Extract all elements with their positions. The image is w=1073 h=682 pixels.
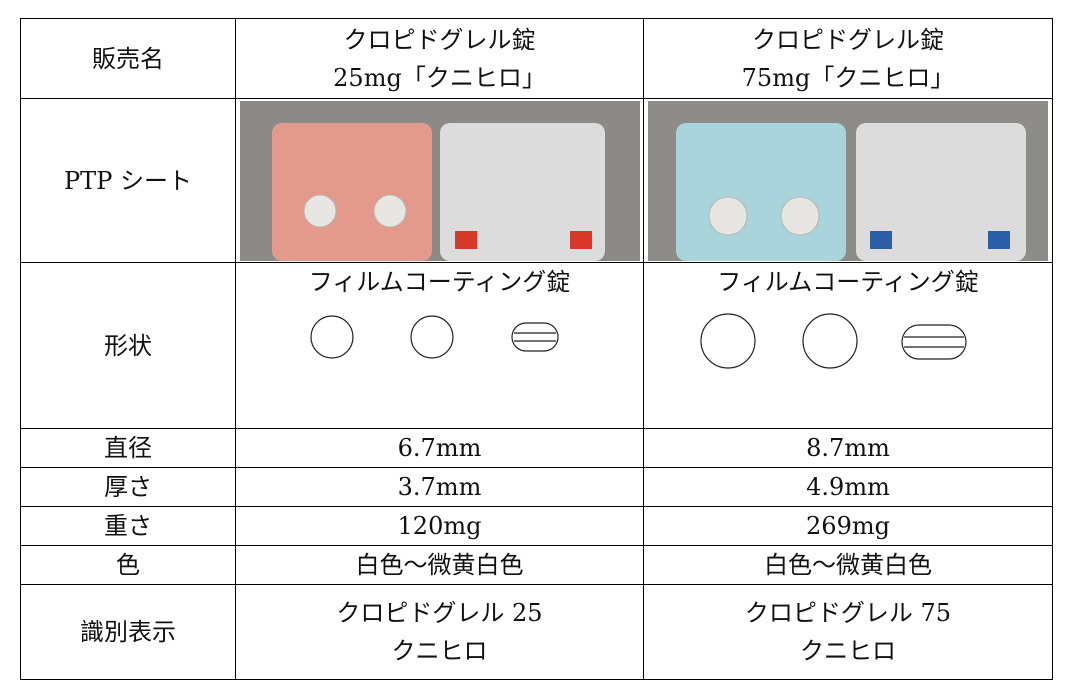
tablet-drawing bbox=[700, 313, 967, 369]
tablet-drawing bbox=[309, 315, 559, 359]
row: 形状 フィルムコーティング錠 フィルムコーティング錠 bbox=[20, 262, 1053, 429]
cell-line: フィルムコーティング錠 bbox=[308, 268, 571, 296]
row-label: 販売名 bbox=[20, 18, 236, 99]
cell-line: クロピドグレル錠 bbox=[343, 25, 536, 54]
row-label: 色 bbox=[20, 545, 236, 585]
ptp-photo bbox=[648, 100, 1048, 261]
cell-line: 75mg「クニヒロ」 bbox=[741, 63, 955, 92]
cell: クロピドグレル錠 75mg「クニヒロ」 bbox=[643, 18, 1053, 99]
cell-line: クニヒロ bbox=[391, 637, 488, 665]
cell: 白色～微黄白色 bbox=[643, 545, 1053, 585]
cell: 8.7mm bbox=[643, 428, 1053, 468]
cell: フィルムコーティング錠 bbox=[235, 262, 644, 429]
row-label: PTP シート bbox=[20, 98, 236, 263]
cell: フィルムコーティング錠 bbox=[643, 262, 1053, 429]
cell-line: 25mg「クニヒロ」 bbox=[333, 63, 546, 92]
spec-table: 販売名 クロピドグレル錠 25mg「クニヒロ」 クロピドグレル錠 75mg「クニヒロ… bbox=[20, 18, 1053, 680]
cell: 120mg bbox=[235, 506, 644, 546]
cell: 4.9mm bbox=[643, 467, 1053, 507]
row-label: 厚さ bbox=[20, 467, 236, 507]
cell bbox=[235, 98, 644, 263]
cell: クロピドグレル 25 クニヒロ bbox=[235, 584, 644, 680]
row: 販売名 クロピドグレル錠 25mg「クニヒロ」 クロピドグレル錠 75mg「クニヒロ… bbox=[20, 18, 1053, 99]
cell: 6.7mm bbox=[235, 428, 644, 468]
row-label: 識別表示 bbox=[20, 584, 236, 680]
row: 色 白色～微黄白色 白色～微黄白色 bbox=[20, 545, 1053, 585]
cell-line: クニヒロ bbox=[800, 637, 896, 665]
cell-line: フィルムコーティング錠 bbox=[717, 268, 979, 296]
cell: 3.7mm bbox=[235, 467, 644, 507]
row-label: 形状 bbox=[20, 262, 236, 429]
row: 重さ 120mg 269mg bbox=[20, 506, 1053, 546]
row: 識別表示 クロピドグレル 25 クニヒロ クロピドグレル 75 クニヒロ bbox=[20, 584, 1053, 680]
cell-line: クロピドグレル 75 bbox=[744, 599, 952, 627]
cell: クロピドグレル 75 クニヒロ bbox=[643, 584, 1053, 680]
cell: 白色～微黄白色 bbox=[235, 545, 644, 585]
row-label: 重さ bbox=[20, 506, 236, 546]
row: 厚さ 3.7mm 4.9mm bbox=[20, 467, 1053, 507]
cell bbox=[643, 98, 1053, 263]
row-label: 直径 bbox=[20, 428, 236, 468]
ptp-photo bbox=[239, 100, 640, 261]
cell-line: クロピドグレル 25 bbox=[336, 599, 543, 627]
cell-line: クロピドグレル錠 bbox=[752, 25, 944, 54]
row: PTP シート bbox=[20, 98, 1053, 263]
cell: クロピドグレル錠 25mg「クニヒロ」 bbox=[235, 18, 644, 99]
cell: 269mg bbox=[643, 506, 1053, 546]
row: 直径 6.7mm 8.7mm bbox=[20, 428, 1053, 468]
